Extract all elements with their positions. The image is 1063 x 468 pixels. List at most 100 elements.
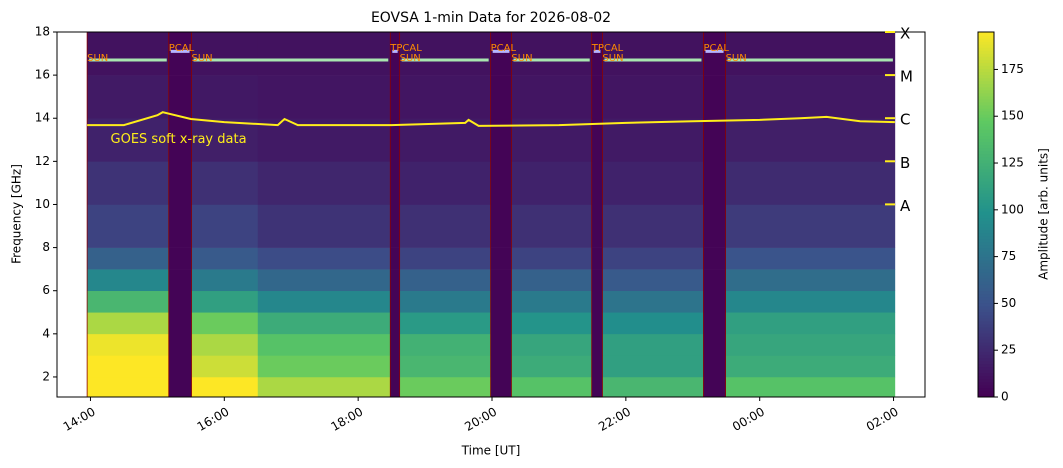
x-tick-label: 00:00 — [730, 405, 767, 434]
colorbar-step — [978, 202, 994, 206]
heatmap-cell — [191, 333, 259, 356]
heatmap-cell — [399, 118, 491, 162]
colorbar-tick-label: 125 — [1001, 156, 1024, 170]
heatmap-cell — [490, 204, 512, 248]
y2-tick-label: X — [900, 25, 910, 43]
heatmap-cell — [591, 333, 603, 356]
colorbar-step — [978, 281, 994, 285]
heatmap-cell — [168, 355, 192, 378]
colorbar-step — [978, 254, 994, 258]
colorbar-step — [978, 35, 994, 39]
colorbar-step — [978, 108, 994, 112]
y-tick-label: 10 — [35, 197, 50, 211]
heatmap-cell — [191, 204, 259, 248]
colorbar-step — [978, 156, 994, 161]
heatmap-cell — [703, 118, 726, 162]
colorbar-step — [978, 260, 994, 264]
heatmap-cell — [490, 75, 512, 119]
heatmap-cell — [390, 333, 400, 356]
colorbar-step — [978, 251, 994, 255]
colorbar-step — [978, 80, 994, 85]
colorbar-step — [978, 345, 994, 349]
heatmap-cell — [703, 204, 726, 248]
colorbar-step — [978, 147, 994, 152]
colorbar-step — [978, 235, 994, 240]
heatmap-cell — [490, 161, 512, 205]
heatmap-cell — [591, 290, 603, 313]
goes-label: GOES soft x-ray data — [111, 132, 247, 147]
colorbar-step — [978, 390, 994, 395]
heatmap-cell — [511, 312, 593, 335]
colorbar-step — [978, 114, 994, 118]
colorbar-step — [978, 86, 994, 91]
colorbar-step — [978, 333, 994, 337]
heatmap-cell — [591, 118, 603, 162]
heatmap-cell — [511, 376, 593, 398]
colorbar-step — [978, 381, 994, 386]
colorbar-tick-label: 150 — [1001, 109, 1024, 123]
colorbar-step — [978, 92, 994, 97]
heatmap-cell — [703, 161, 726, 205]
colorbar-label: Amplitude [arb. units] — [1037, 148, 1051, 280]
heatmap-cell — [511, 290, 593, 313]
colorbar-step — [978, 244, 994, 249]
colorbar-step — [978, 77, 994, 82]
colorbar-step — [978, 162, 994, 167]
colorbar-step — [978, 138, 994, 142]
heatmap-cell — [591, 75, 603, 119]
heatmap-cell — [399, 247, 491, 270]
x-tick-label: 02:00 — [864, 405, 901, 434]
colorbar-step — [978, 302, 994, 307]
heatmap-cell — [399, 204, 491, 248]
colorbar-step — [978, 181, 994, 185]
heatmap-cell — [390, 355, 400, 378]
heatmap-cell — [191, 290, 259, 313]
chart-title: EOVSA 1-min Data for 2026-08-02 — [371, 10, 611, 26]
colorbar-step — [978, 366, 994, 371]
heatmap-cell — [87, 269, 170, 292]
heatmap-cell — [257, 32, 391, 76]
heatmap-cell — [591, 204, 603, 248]
x-tick-label: 16:00 — [195, 405, 232, 434]
colorbar-step — [978, 327, 994, 331]
colorbar-step — [978, 117, 994, 121]
heatmap-cell — [602, 376, 704, 398]
heatmap-cell — [87, 204, 170, 248]
colorbar-tick-label: 100 — [1001, 202, 1024, 216]
colorbar-step — [978, 363, 994, 368]
colorbar-step — [978, 317, 994, 322]
heatmap-cell — [257, 290, 391, 313]
heatmap-cell — [191, 376, 259, 398]
scan-label: SUN — [726, 53, 747, 64]
heatmap-cell — [602, 161, 704, 205]
heatmap-cell — [602, 32, 704, 76]
y-tick-label: 14 — [35, 111, 50, 125]
heatmap-cell — [511, 247, 593, 270]
heatmap-cell — [602, 118, 704, 162]
colorbar-step — [978, 71, 994, 76]
scan-label: PCAL — [491, 43, 517, 54]
colorbar-step — [978, 290, 994, 295]
heatmap-cell — [725, 32, 896, 76]
heatmap-cell — [191, 247, 259, 270]
colorbar-step — [978, 351, 994, 355]
colorbar-step — [978, 342, 994, 346]
heatmap-cell — [399, 32, 491, 76]
heatmap-cell — [490, 32, 512, 76]
heatmap-cell — [168, 75, 192, 119]
colorbar-tick-label: 175 — [1001, 62, 1024, 76]
colorbar-step — [978, 105, 994, 109]
colorbar-step — [978, 263, 994, 267]
colorbar-step — [978, 32, 994, 36]
colorbar-step — [978, 153, 994, 158]
heatmap-cell — [602, 312, 704, 335]
colorbar-step — [978, 89, 994, 94]
scan-label: TPCAL — [389, 43, 422, 54]
heatmap-cell — [602, 333, 704, 356]
colorbar-step — [978, 223, 994, 228]
heatmap-cell — [725, 247, 896, 270]
colorbar-step — [978, 217, 994, 222]
heatmap-cell — [725, 376, 896, 398]
